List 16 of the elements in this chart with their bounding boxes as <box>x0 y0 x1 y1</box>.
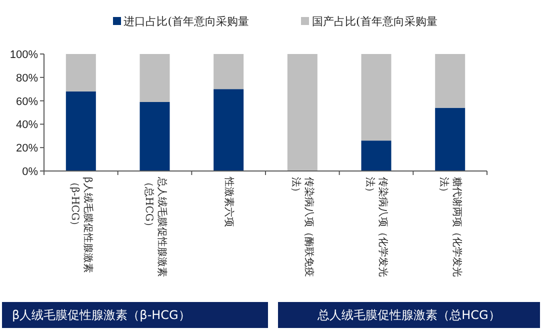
x-tick-label: β人绒毛膜促性腺激素（β-HCG） <box>68 177 94 275</box>
text: 总人绒毛膜促性腺激素（总HCG） <box>278 302 540 328</box>
legend-label: 进口占比(首年意向采购量 <box>124 15 249 28</box>
y-tick-label: 20% <box>16 142 38 155</box>
y-tick-label: 40% <box>16 119 38 132</box>
y-tick-label: 60% <box>16 96 38 108</box>
x-tick-label: 糖代谢两项（化学发光法） <box>437 177 464 277</box>
x-tick-label: 性激素六项 <box>222 177 236 229</box>
legend-label: 国产占比(首年意向采购量 <box>312 15 438 28</box>
y-tick-label: 100% <box>10 49 38 61</box>
y-tick-label: 80% <box>16 72 38 84</box>
text: β人绒毛膜促性腺激素（β-HCG） <box>2 302 268 328</box>
x-tick-label: 传染病八项（化学发光法） <box>363 177 390 277</box>
x-tick-label: 总人绒毛膜促性腺激素（总HCG） <box>142 177 168 277</box>
y-tick-label: 0% <box>22 166 38 178</box>
x-tick-label: 传染病八项（酶联免疫法） <box>289 177 316 277</box>
